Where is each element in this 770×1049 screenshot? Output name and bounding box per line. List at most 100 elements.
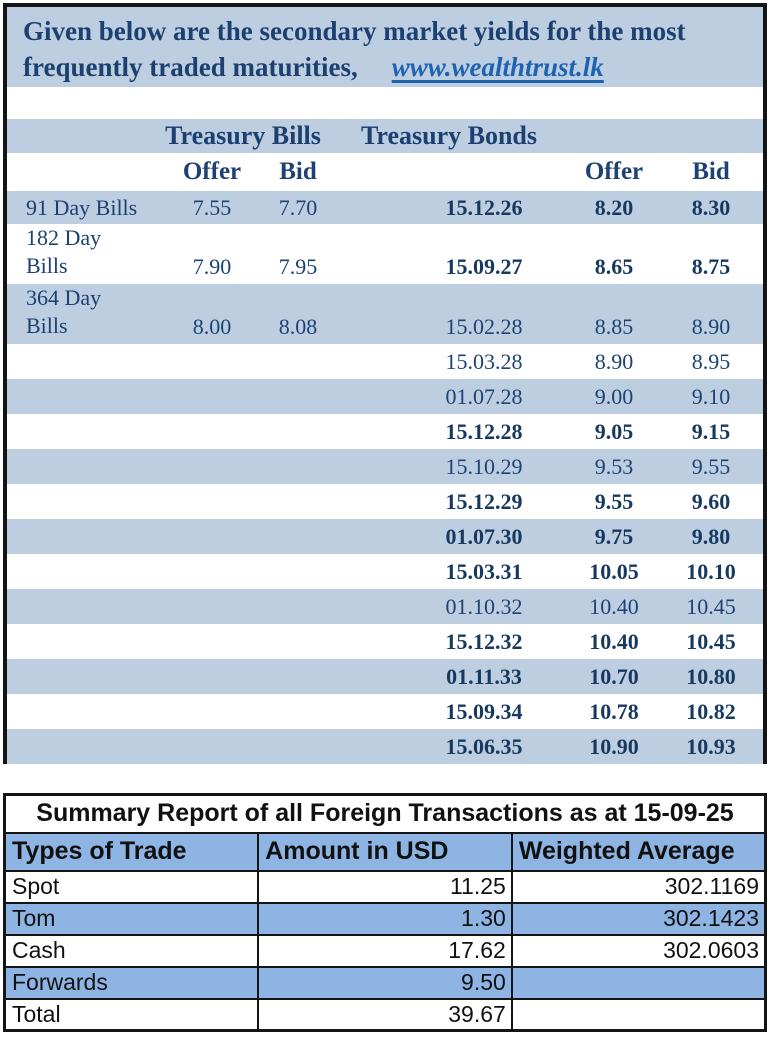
yields-row: 01.10.32 10.40 10.45 <box>7 589 763 624</box>
yields-row: 91 Day Bills 7.55 7.70 15.12.26 8.20 8.30 <box>7 191 763 224</box>
weighted-average-header: Weighted Average <box>510 831 767 872</box>
bond-offer-value: 9.00 <box>594 383 634 409</box>
bills-offer-header: Offer <box>182 158 242 185</box>
amount-usd-cell: 1.30 <box>257 901 513 936</box>
bond-maturity-date: 15.03.31 <box>445 558 523 584</box>
yields-row: 15.12.32 10.40 10.45 <box>7 624 763 659</box>
bond-maturity-date: 15.03.28 <box>445 348 523 374</box>
bond-bid-value: 8.95 <box>691 348 731 374</box>
bond-maturity-date: 15.09.27 <box>445 254 523 279</box>
summary-row: Tom 1.30 302.1423 <box>3 901 767 936</box>
bill-maturity-label: 182 Day Bills <box>26 225 102 278</box>
bond-maturity-date: 15.10.29 <box>445 453 523 479</box>
yields-title-line2-text: frequently traded maturities, <box>23 52 358 82</box>
bond-bid-value: 10.45 <box>686 628 736 654</box>
bond-maturity-date: 15.09.34 <box>445 698 523 724</box>
bond-bid-value: 9.80 <box>691 523 731 549</box>
bond-offer-value: 8.65 <box>594 254 634 279</box>
yields-row: 182 Day Bills 7.90 7.95 15.09.27 8.65 8.75 <box>7 224 763 284</box>
amount-usd-cell: 17.62 <box>257 933 513 968</box>
yields-row: 364 Day Bills 8.00 8.08 15.02.28 8.85 8.90 <box>7 284 763 344</box>
bill-offer-value: 7.55 <box>192 194 232 220</box>
bond-bid-value: 8.30 <box>691 194 731 220</box>
yields-row: 15.12.29 9.55 9.60 <box>7 484 763 519</box>
summary-row: Total 39.67 <box>3 997 767 1032</box>
bill-maturity-label: 91 Day Bills <box>26 194 138 220</box>
bond-maturity-date: 01.10.32 <box>445 593 523 619</box>
bond-offer-value: 10.70 <box>589 663 639 689</box>
trade-type-cell: Total <box>3 997 260 1032</box>
bond-maturity-date: 15.12.32 <box>445 628 523 654</box>
bill-bid-value: 7.95 <box>278 254 318 279</box>
bond-bid-value: 10.80 <box>686 663 736 689</box>
trade-type-cell: Cash <box>3 933 260 968</box>
bond-offer-value: 10.78 <box>589 698 639 724</box>
bill-bid-value: 8.08 <box>278 314 318 339</box>
bond-maturity-date: 01.07.30 <box>445 523 523 549</box>
weighted-average-cell <box>510 997 767 1032</box>
bond-maturity-date: 01.07.28 <box>445 383 523 409</box>
yields-row: 15.03.31 10.05 10.10 <box>7 554 763 589</box>
column-header-row: Offer Bid Offer Bid <box>7 153 763 191</box>
summary-row: Cash 17.62 302.0603 <box>3 933 767 968</box>
trade-type-cell: Forwards <box>3 965 260 1000</box>
summary-row: Spot 11.25 302.1169 <box>3 869 767 904</box>
yields-report-table: Given below are the secondary market yie… <box>3 3 767 764</box>
bond-maturity-date: 01.11.33 <box>446 663 522 689</box>
yields-title-banner: Given below are the secondary market yie… <box>7 7 763 87</box>
amount-usd-header: Amount in USD <box>257 831 513 872</box>
summary-title: Summary Report of all Foreign Transactio… <box>3 793 767 834</box>
bond-offer-value: 9.53 <box>594 453 634 479</box>
bills-bid-header: Bid <box>279 158 317 185</box>
treasury-bills-header: Treasury Bills <box>165 121 321 150</box>
bond-offer-value: 8.85 <box>594 314 634 339</box>
bond-bid-value: 8.90 <box>691 314 731 339</box>
yields-row: 15.06.35 10.90 10.93 <box>7 729 763 764</box>
weighted-average-cell: 302.1423 <box>510 901 767 936</box>
section-header-row: Treasury Bills Treasury Bonds <box>7 119 763 153</box>
bond-bid-value: 8.75 <box>691 254 731 279</box>
bond-offer-value: 9.05 <box>594 418 634 444</box>
bonds-bid-header: Bid <box>692 158 730 185</box>
amount-usd-cell: 9.50 <box>257 965 513 1000</box>
summary-report-table: Summary Report of all Foreign Transactio… <box>3 793 767 1032</box>
bond-offer-value: 10.40 <box>589 593 639 619</box>
summary-title-row: Summary Report of all Foreign Transactio… <box>3 793 767 834</box>
bond-offer-value: 10.90 <box>589 733 639 759</box>
types-of-trade-header: Types of Trade <box>3 831 260 872</box>
summary-row: Forwards 9.50 <box>3 965 767 1000</box>
bond-offer-value: 9.55 <box>594 488 634 514</box>
yields-title-line2: frequently traded maturities, www.wealth… <box>23 49 753 85</box>
trade-type-cell: Tom <box>3 901 260 936</box>
wealthtrust-link[interactable]: www.wealthtrust.lk <box>391 52 604 82</box>
bond-bid-value: 10.82 <box>686 698 736 724</box>
bill-offer-value: 7.90 <box>192 254 232 279</box>
bill-maturity-label: 364 Day Bills <box>26 285 102 338</box>
bond-bid-value: 9.55 <box>691 453 731 479</box>
yields-row: 01.11.33 10.70 10.80 <box>7 659 763 694</box>
amount-usd-cell: 39.67 <box>257 997 513 1032</box>
yields-row: 15.10.29 9.53 9.55 <box>7 449 763 484</box>
yields-row: 01.07.30 9.75 9.80 <box>7 519 763 554</box>
bond-offer-value: 8.20 <box>594 194 634 220</box>
summary-header-row: Types of Trade Amount in USD Weighted Av… <box>3 831 767 872</box>
bond-bid-value: 10.45 <box>686 593 736 619</box>
weighted-average-cell: 302.1169 <box>510 869 767 904</box>
bond-offer-value: 9.75 <box>594 523 634 549</box>
bond-maturity-date: 15.12.26 <box>445 194 523 220</box>
bond-bid-value: 10.93 <box>686 733 736 759</box>
bond-maturity-date: 15.12.28 <box>445 418 523 444</box>
weighted-average-cell <box>510 965 767 1000</box>
bond-bid-value: 9.60 <box>691 488 731 514</box>
yields-title-line1: Given below are the secondary market yie… <box>23 16 686 46</box>
treasury-bonds-header: Treasury Bonds <box>360 121 538 150</box>
bond-bid-value: 10.10 <box>686 558 736 584</box>
amount-usd-cell: 11.25 <box>257 869 513 904</box>
bond-bid-value: 9.10 <box>691 383 731 409</box>
spacer-band <box>7 87 763 119</box>
yields-row: 15.12.28 9.05 9.15 <box>7 414 763 449</box>
bond-maturity-date: 15.02.28 <box>445 314 523 339</box>
bonds-offer-header: Offer <box>584 158 644 185</box>
weighted-average-cell: 302.0603 <box>510 933 767 968</box>
bill-offer-value: 8.00 <box>192 314 232 339</box>
